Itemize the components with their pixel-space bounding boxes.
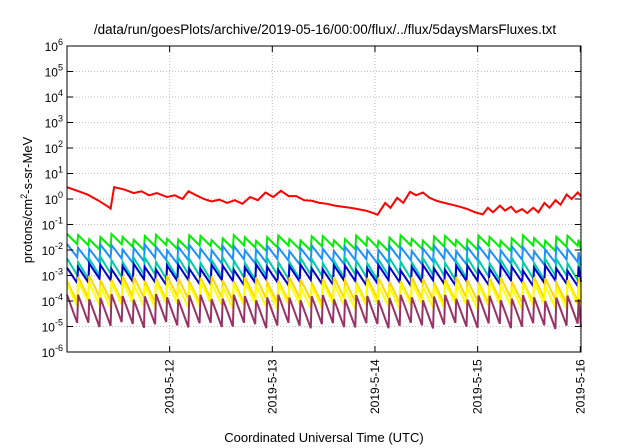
y-tick-label: 104 (45, 88, 63, 105)
y-tick-label: 101 (45, 165, 63, 182)
y-tick-label: 102 (45, 139, 63, 156)
y-tick-label: 103 (45, 114, 63, 131)
x-tick-label: 2019-5-16 (573, 359, 587, 414)
series-1-line (66, 185, 582, 217)
y-tick-label: 10-2 (42, 241, 63, 258)
series-layer (66, 185, 582, 330)
x-tick-label: 2019-5-15 (471, 359, 485, 414)
axes: 10-6 10-5 10-4 10-3 10-2 10-1 100 101 102 103 104 1… (42, 37, 588, 414)
y-tick-label: 106 (45, 37, 63, 54)
y-tick-label: 10-1 (42, 216, 63, 233)
y-tick-label: 105 (45, 63, 63, 80)
x-axis-label: Coordinated Universal Time (UTC) (224, 430, 423, 445)
y-tick-label: 10-6 (42, 343, 63, 360)
x-tick-label: 2019-5-14 (368, 359, 382, 414)
y-axis-label: protons/cm2-s-sr-MeV (19, 136, 35, 263)
series-5-line (66, 260, 582, 290)
chart-title: /data/run/goesPlots/archive/2019-05-16/0… (94, 22, 556, 37)
y-tick-label: 100 (45, 190, 63, 207)
x-tick-label: 2019-5-12 (163, 359, 177, 414)
series-2-line (66, 231, 582, 254)
series-8-line (66, 293, 582, 330)
y-tick-label: 10-4 (42, 292, 63, 309)
x-tick-label: 2019-5-13 (265, 359, 279, 414)
series-3-line (66, 241, 582, 268)
y-tick-label: 10-3 (42, 267, 63, 284)
y-tick-label: 10-5 (42, 318, 63, 335)
